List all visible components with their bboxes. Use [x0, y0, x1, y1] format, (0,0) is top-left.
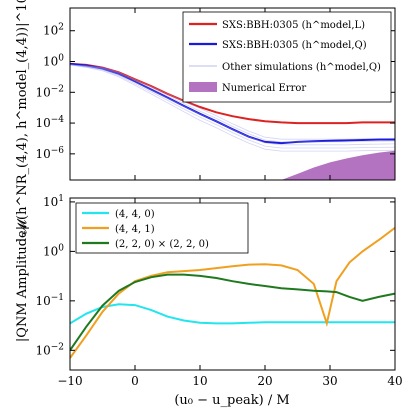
top-y-axis-label: 𝓜(h^NR_(4,4), h^model_(4,4))|^100M_u₀ [15, 0, 30, 235]
legend-label-numerical-error: Numerical Error [222, 83, 306, 94]
x-tick-label: 10 [192, 374, 207, 388]
top-y-tick-label: 102 [43, 23, 64, 38]
top-y-tick-label: 100 [43, 54, 64, 69]
top-plot-frame [69, 7, 396, 181]
series-area-3 [265, 150, 395, 180]
bottom-plot-lines [70, 227, 395, 359]
series-line-faint-4 [70, 64, 395, 140]
legend-label-other-sims: Other simulations (h^model,Q) [222, 62, 381, 73]
top-plot-lines [70, 62, 395, 180]
series-line-faint-2 [70, 64, 395, 146]
top-legend: SXS:BBH:0305 (h^model,L) SXS:BBH:0305 (h… [182, 11, 392, 103]
bottom-plot-frame [69, 197, 396, 371]
series-line-faint-1 [70, 64, 395, 149]
series-line-0 [70, 303, 395, 325]
series-line-1 [70, 62, 395, 145]
legend-label-440: (4, 4, 0) [115, 209, 155, 220]
top-y-tick-label: 10−6 [35, 146, 64, 161]
bottom-y-tick-label: 10−1 [35, 293, 64, 308]
bottom-y-axis-label: |QNM Amplitude| [15, 226, 30, 342]
bottom-y-tick-label: 10−2 [35, 342, 64, 357]
legend-swatch-numerical-error [189, 82, 217, 92]
legend-label-220x220: (2, 2, 0) × (2, 2, 0) [115, 239, 209, 250]
series-line-faint-3 [70, 64, 395, 143]
series-line-2 [70, 273, 395, 351]
legend-label-441: (4, 4, 1) [115, 224, 155, 235]
x-axis-label: (u₀ − u_peak) / M [174, 393, 289, 408]
series-line-0 [70, 62, 395, 125]
x-tick-label: 40 [387, 374, 402, 388]
legend-label-model-q: SXS:BBH:0305 (h^model,Q) [222, 40, 367, 51]
x-tick-label: 0 [131, 374, 139, 388]
x-tick-label: 20 [257, 374, 272, 388]
bottom-y-tick-label: 100 [43, 243, 64, 258]
legend-label-model-l: SXS:BBH:0305 (h^model,L) [222, 20, 365, 31]
bottom-legend: (4, 4, 0) (4, 4, 1) (2, 2, 0) × (2, 2, 0… [75, 202, 249, 254]
x-tick-label: 30 [322, 374, 337, 388]
bottom-axis-ticks: 101 100 10−1 10−2 −10 0 10 20 30 40 [35, 194, 402, 388]
series-line-faint-0 [70, 64, 395, 152]
x-tick-label: −10 [57, 374, 82, 388]
bottom-y-tick-label: 101 [43, 194, 64, 209]
top-y-tick-label: 10−2 [35, 84, 64, 99]
top-axis-ticks: 102 100 10−2 10−4 10−6 [35, 8, 396, 180]
top-y-tick-label: 10−4 [35, 115, 64, 130]
